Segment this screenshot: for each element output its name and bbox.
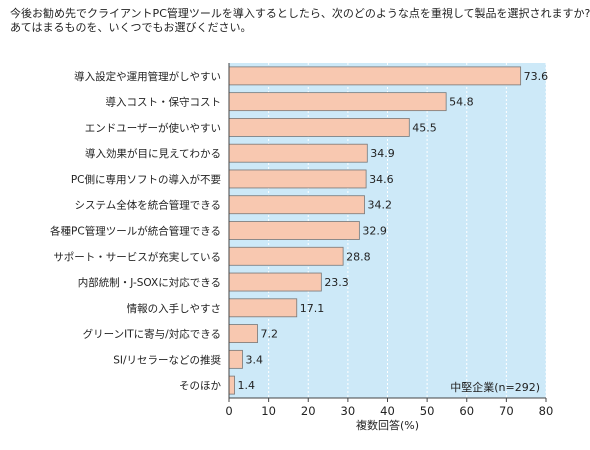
question-line-1: 今後お勧め先でクライアントPC管理ツールを導入するとしたら、次のどのような点を重… <box>10 7 590 20</box>
category-label: PC側に専用ソフトの導入が不要 <box>71 173 221 186</box>
category-label: 内部統制・J-SOXに対応できる <box>78 276 221 289</box>
value-label: 1.4 <box>238 379 256 392</box>
category-label: 導入設定や運用管理がしやすい <box>74 70 221 83</box>
x-tick-label: 0 <box>225 404 232 418</box>
value-label: 34.2 <box>368 199 393 212</box>
x-tick-label: 40 <box>380 404 395 418</box>
value-label: 23.3 <box>324 276 349 289</box>
x-tick-label: 20 <box>301 404 316 418</box>
bar <box>228 169 367 189</box>
bar <box>228 143 368 163</box>
bar <box>228 272 322 292</box>
x-tick-label: 70 <box>499 404 514 418</box>
x-axis-title: 複数回答(%) <box>356 418 419 432</box>
category-label: グリーンITに寄与/対応できる <box>83 328 221 341</box>
bar <box>228 195 365 215</box>
value-label: 32.9 <box>362 225 387 238</box>
bar <box>228 375 235 395</box>
value-label: 3.4 <box>245 353 263 366</box>
category-label: サポート・サービスが充実している <box>53 250 221 263</box>
bar <box>228 324 258 343</box>
value-label: 7.2 <box>261 328 279 341</box>
x-tick-label: 50 <box>420 404 435 418</box>
category-label: 導入効果が目に見えてわかる <box>85 147 221 160</box>
bar <box>228 92 447 112</box>
sample-size-annotation: 中堅企業(n=292) <box>450 380 540 394</box>
category-label: 情報の入手しやすさ <box>127 302 221 315</box>
survey-question: 今後お勧め先でクライアントPC管理ツールを導入するとしたら、次のどのような点を重… <box>10 7 590 35</box>
value-label: 54.8 <box>449 96 474 109</box>
value-label: 73.6 <box>524 70 549 83</box>
x-tick-label: 10 <box>261 404 276 418</box>
bar <box>228 118 410 137</box>
bar <box>228 66 522 86</box>
bar <box>228 298 298 318</box>
category-label: 各種PC管理ツールが統合管理できる <box>50 225 221 238</box>
bar <box>228 246 344 266</box>
value-label: 17.1 <box>300 302 325 315</box>
bar <box>228 221 360 240</box>
category-label: システム全体を統合管理できる <box>75 199 221 212</box>
value-label: 28.8 <box>346 250 371 263</box>
category-label: SI/リセラーなどの推奨 <box>113 353 221 366</box>
category-label: 導入コスト・保守コスト <box>106 96 222 109</box>
question-line-2: あてはまるものを、いくつでもお選びください。 <box>10 21 252 34</box>
category-label: そのほか <box>179 380 221 392</box>
category-label: エンドユーザーが使いやすい <box>85 121 221 134</box>
value-label: 34.9 <box>370 147 395 160</box>
x-tick-label: 60 <box>459 404 474 418</box>
x-tick-label: 80 <box>539 404 554 418</box>
value-label: 34.6 <box>369 173 394 186</box>
value-label: 45.5 <box>412 121 437 134</box>
x-tick-label: 30 <box>341 404 356 418</box>
bar <box>228 349 243 369</box>
